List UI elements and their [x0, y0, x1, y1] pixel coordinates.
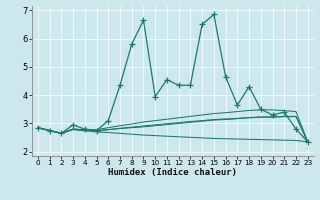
X-axis label: Humidex (Indice chaleur): Humidex (Indice chaleur): [108, 168, 237, 177]
